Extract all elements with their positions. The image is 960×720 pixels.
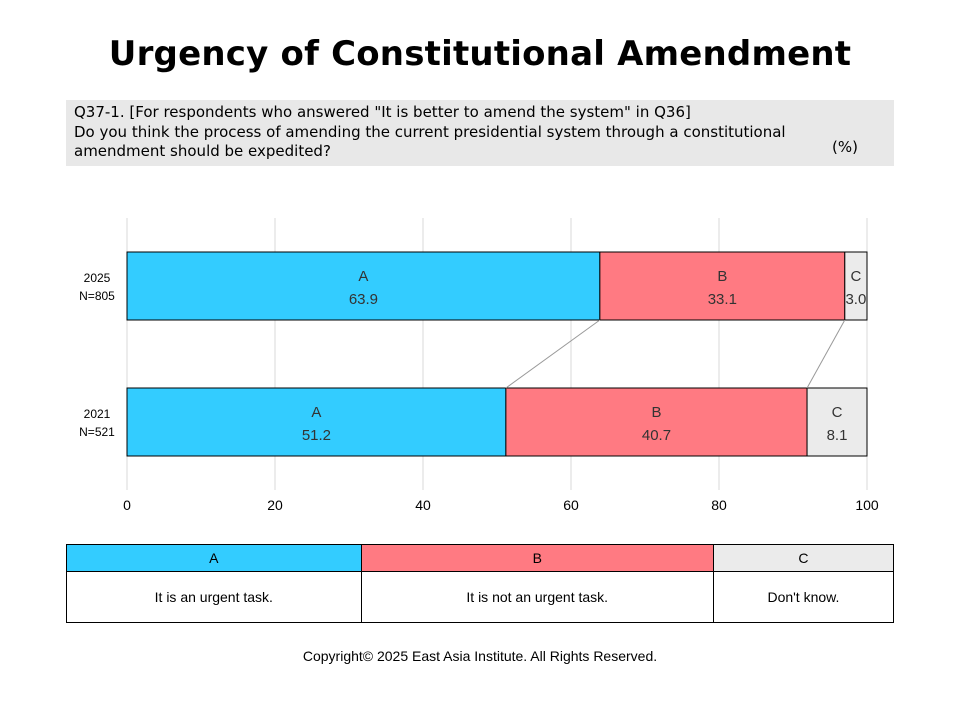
segment-series-label: C	[832, 404, 843, 421]
x-tick-label: 80	[711, 497, 727, 513]
category-year-label: 2021	[84, 407, 111, 421]
legend-desc-a: It is an urgent task.	[66, 571, 362, 623]
copyright-footer: Copyright© 2025 East Asia Institute. All…	[302, 648, 658, 664]
x-tick-label: 0	[123, 497, 131, 513]
data-label: 3.0	[845, 291, 866, 308]
bar-segment	[126, 387, 507, 457]
legend-table: A B C It is an urgent task. It is not an…	[66, 544, 895, 623]
segment-series-label: B	[651, 404, 661, 421]
legend-header-b: B	[360, 544, 714, 572]
x-tick-label: 60	[563, 497, 579, 513]
segment-series-label: C	[850, 268, 861, 285]
question-line-2: Do you think the process of amending the…	[74, 123, 786, 160]
unit-label: (%)	[832, 138, 858, 156]
category-year-label: 2025	[84, 271, 111, 285]
segment-series-label: B	[717, 268, 727, 285]
data-label: 8.1	[827, 427, 848, 444]
legend-header-c: C	[712, 544, 895, 572]
x-tick-label: 100	[855, 497, 879, 513]
series-connector-line	[505, 319, 601, 389]
legend-header-a: A	[66, 544, 362, 572]
stacked-bar-chart: 0 20 40 60 80 100 A 63.9 B 33.1 C 3.0 2025 N=805 A 51.2…	[79, 218, 879, 513]
segment-series-label: A	[358, 268, 368, 285]
data-label: 63.9	[349, 291, 378, 308]
x-tick-label: 20	[267, 497, 283, 513]
bar-segment	[806, 387, 868, 457]
question-box: Q37-1. [For respondents who answered "It…	[66, 100, 894, 166]
segment-series-label: A	[311, 404, 321, 421]
bar-segment	[844, 251, 868, 321]
data-label: 33.1	[708, 291, 737, 308]
category-n-label: N=521	[79, 425, 115, 439]
category-n-label: N=805	[79, 289, 115, 303]
data-label: 40.7	[642, 427, 671, 444]
series-connector-line	[806, 319, 846, 389]
chart-title: Urgency of Constitutional Amendment	[108, 34, 852, 74]
x-tick-label: 40	[415, 497, 431, 513]
data-label: 51.2	[302, 427, 331, 444]
bar-segment	[505, 387, 808, 457]
legend-desc-b: It is not an urgent task.	[360, 571, 714, 623]
legend-desc-c: Don't know.	[712, 571, 895, 623]
bar-segment	[126, 251, 601, 321]
question-line-1: Q37-1. [For respondents who answered "It…	[74, 103, 691, 121]
bar-segment	[599, 251, 846, 321]
